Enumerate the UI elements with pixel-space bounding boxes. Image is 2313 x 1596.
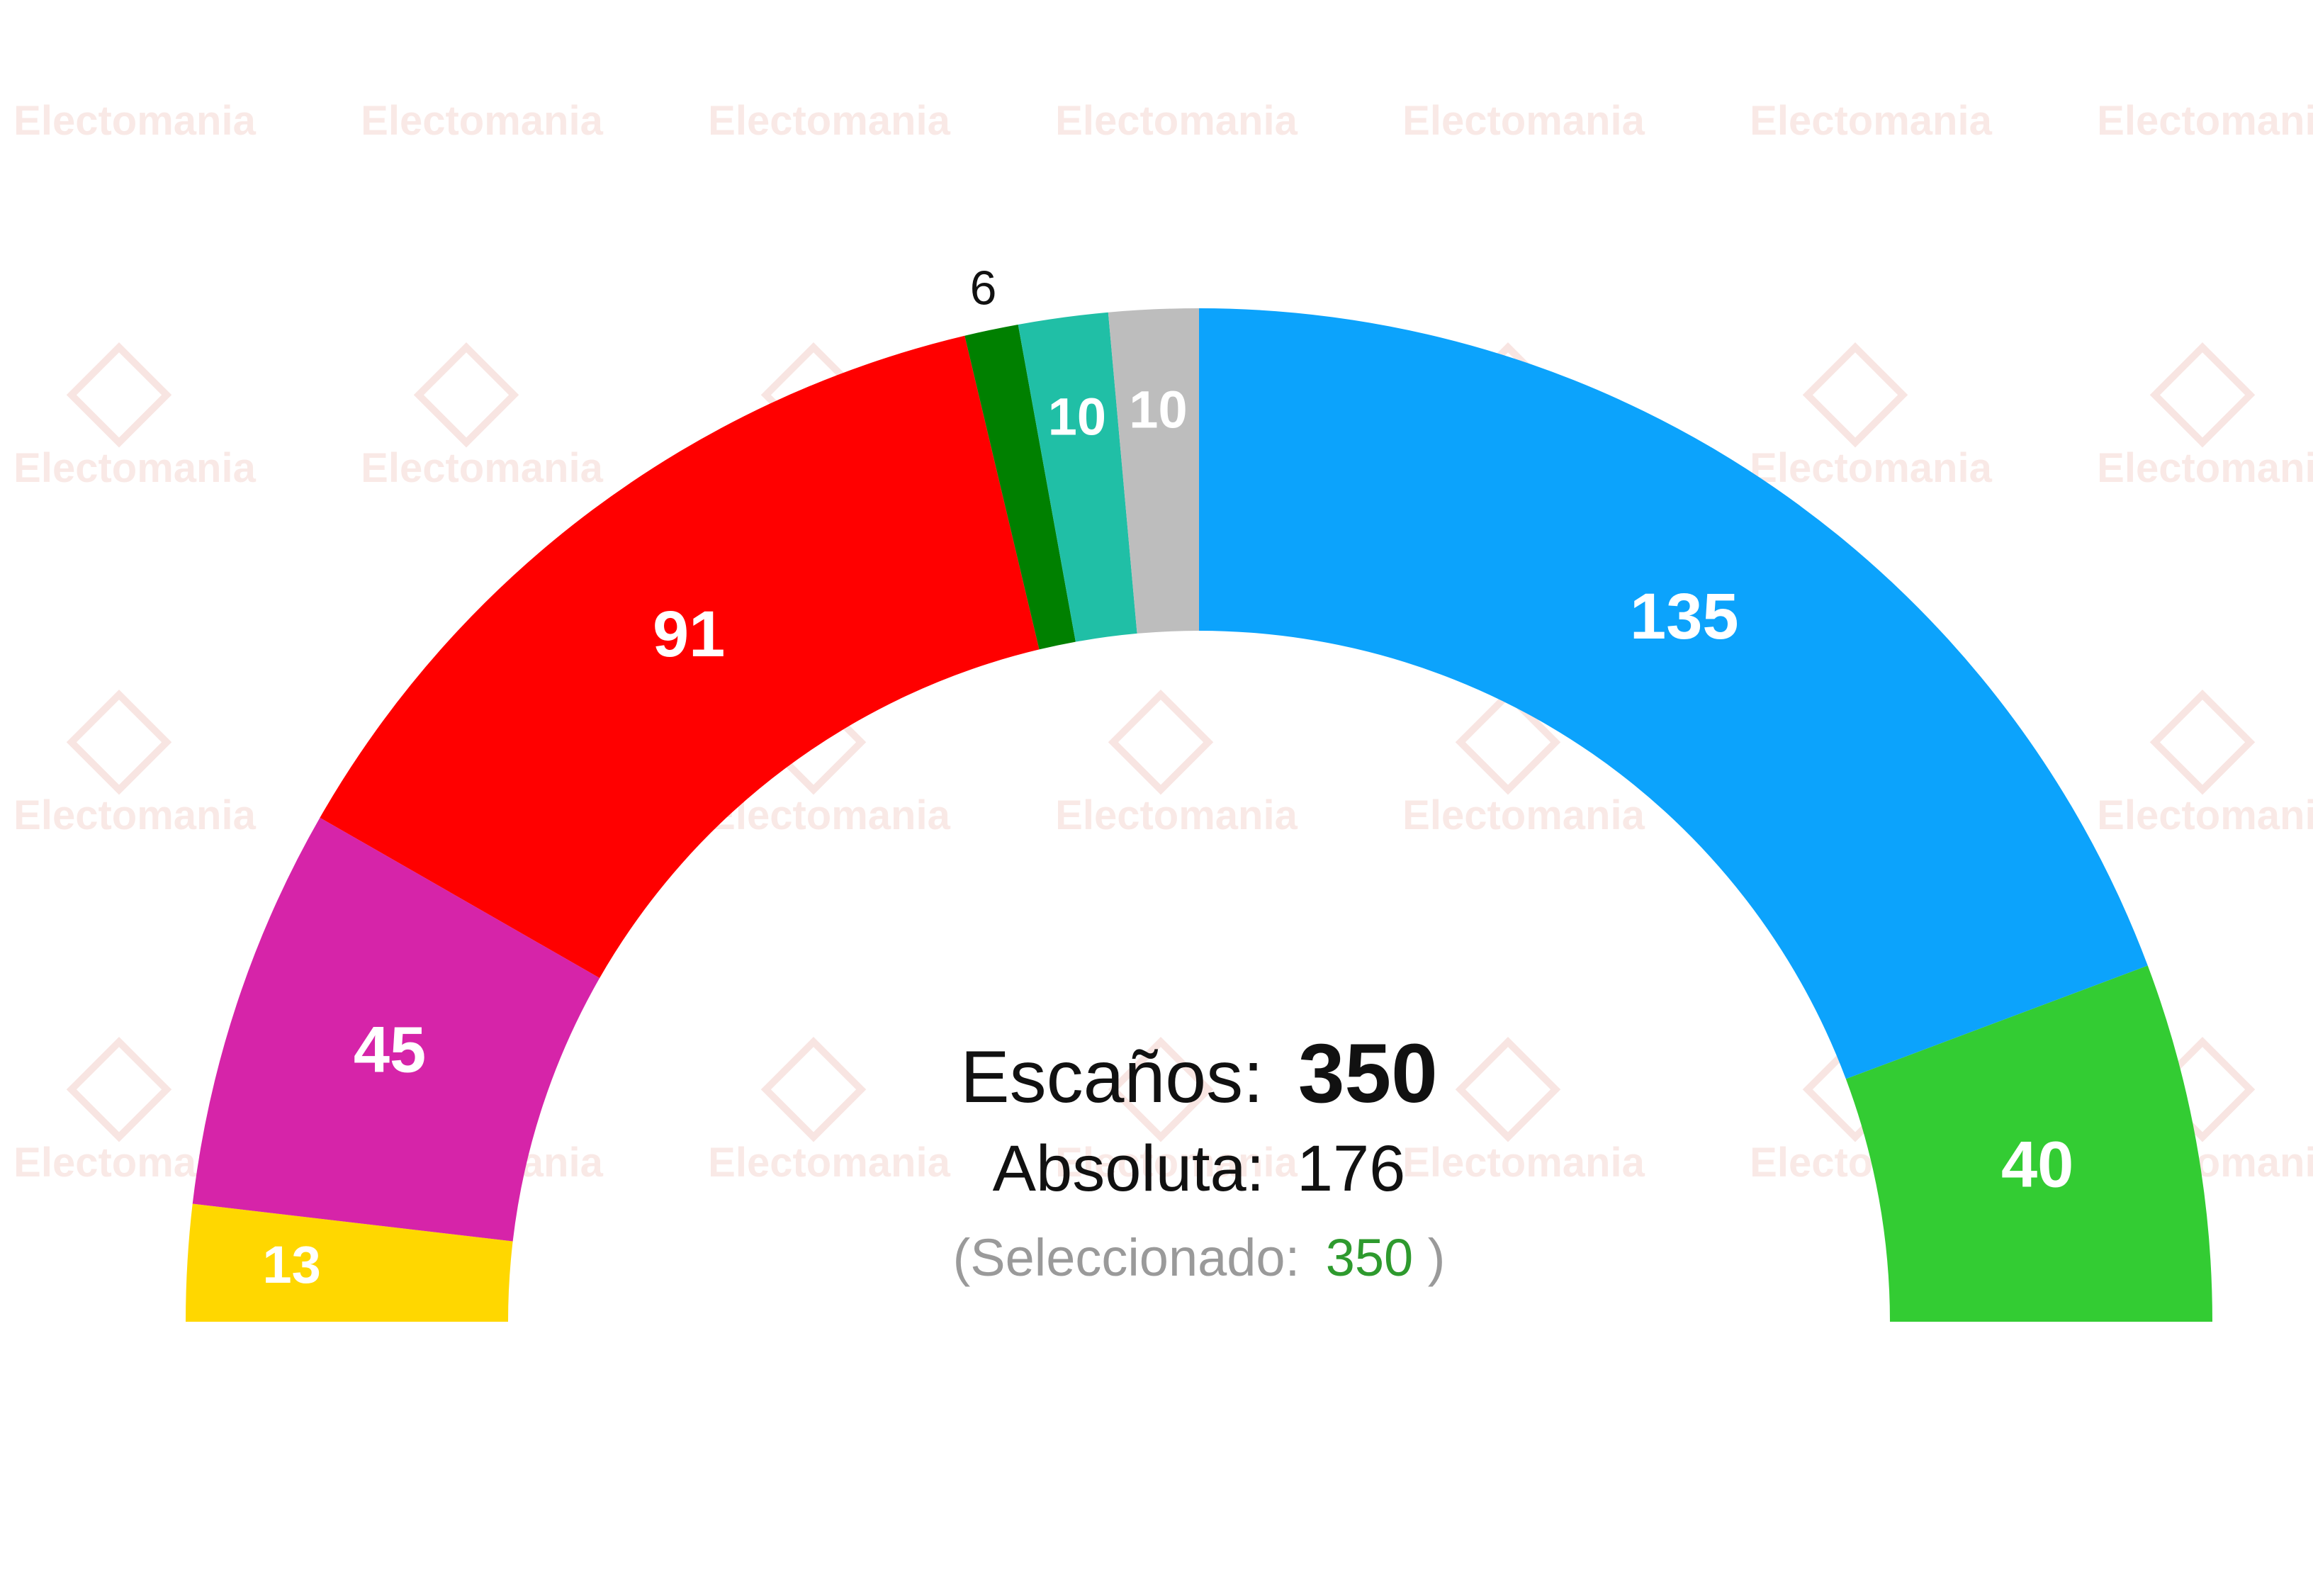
selected-label: (Seleccionado: bbox=[953, 1228, 1300, 1287]
watermark-logo-icon bbox=[2149, 342, 2256, 448]
watermark-text: Electomania bbox=[361, 445, 603, 491]
watermark-text: Electomania bbox=[2097, 445, 2313, 491]
seat-label-7: 40 bbox=[2001, 1129, 2073, 1201]
watermark-text: Electomania bbox=[2097, 792, 2313, 838]
watermark-text: Electomania bbox=[1055, 792, 1298, 838]
seat-label-4: 10 bbox=[1048, 388, 1106, 446]
watermark-logo-icon bbox=[66, 1037, 172, 1142]
segment-6 bbox=[1199, 308, 2148, 1079]
watermark-text: Electomania bbox=[13, 98, 256, 144]
majority-value: 176 bbox=[1297, 1133, 1406, 1205]
segment-2 bbox=[320, 335, 1040, 979]
watermark-logo-icon bbox=[2149, 690, 2256, 795]
watermark-text: Electomania bbox=[1055, 98, 1298, 144]
svg-text:Escaños: 350: Escaños: 350 bbox=[960, 1027, 1438, 1120]
center-summary: Escaños: 350 Absoluta: 176 (Seleccionado… bbox=[953, 1027, 1446, 1287]
segment-4 bbox=[1018, 312, 1137, 642]
watermark-text: Electomania bbox=[1402, 1140, 1645, 1186]
seat-label-6: 135 bbox=[1630, 580, 1739, 653]
seat-label-3: 6 bbox=[970, 262, 997, 315]
hemicycle-segments bbox=[186, 308, 2212, 1322]
watermark-text: Electomania bbox=[1402, 792, 1645, 838]
watermark-text: Electomania bbox=[1402, 98, 1645, 144]
seat-labels: 13 45 91 6 10 10 135 40 bbox=[263, 262, 2074, 1294]
watermark-logo-icon bbox=[413, 342, 519, 448]
segment-0 bbox=[186, 1203, 513, 1322]
watermark-text: Electomania bbox=[2097, 98, 2313, 144]
watermark-logo-icon bbox=[1455, 690, 1561, 795]
seats-value: 350 bbox=[1298, 1027, 1438, 1120]
watermark-logo-icon bbox=[1455, 1037, 1561, 1142]
watermark-text: Electomania bbox=[13, 445, 256, 491]
watermark-text: Electomania bbox=[708, 792, 950, 838]
watermark-text: Electomania bbox=[1750, 445, 1992, 491]
segment-5 bbox=[1108, 308, 1199, 634]
seat-label-1: 45 bbox=[354, 1014, 426, 1086]
majority-label: Absoluta: bbox=[993, 1133, 1265, 1205]
svg-text:(Seleccionado: 350: (Seleccionado: 350 ) bbox=[953, 1228, 1446, 1287]
watermark-text: Electomania bbox=[361, 98, 603, 144]
watermark-text: Electomania bbox=[1055, 1140, 1298, 1186]
segment-7 bbox=[1845, 965, 2212, 1322]
watermark-text: Electomania bbox=[13, 792, 256, 838]
watermark-logo-icon bbox=[1108, 690, 1214, 795]
watermark-text: Electomania bbox=[708, 98, 950, 144]
watermark-logo-icon bbox=[66, 690, 172, 795]
seat-label-5: 10 bbox=[1129, 380, 1187, 439]
watermark-logo-icon bbox=[1108, 1037, 1214, 1142]
watermark-logo-icon bbox=[1802, 342, 1908, 448]
seat-label-0: 13 bbox=[263, 1235, 321, 1294]
selected-close: ) bbox=[1428, 1228, 1446, 1287]
watermark-logo-icon bbox=[760, 1037, 867, 1142]
segment-1 bbox=[192, 817, 600, 1242]
segment-3 bbox=[964, 324, 1076, 650]
seats-label: Escaños: bbox=[960, 1036, 1264, 1118]
selected-value: 350 bbox=[1326, 1228, 1413, 1287]
watermark-logo-icon bbox=[66, 342, 172, 448]
watermark-text: Electomania bbox=[708, 1140, 950, 1186]
seat-label-2: 91 bbox=[653, 598, 725, 670]
watermark-text: Electomania bbox=[1750, 98, 1992, 144]
svg-text:Absoluta: 176: Absoluta: 176 bbox=[993, 1133, 1406, 1205]
